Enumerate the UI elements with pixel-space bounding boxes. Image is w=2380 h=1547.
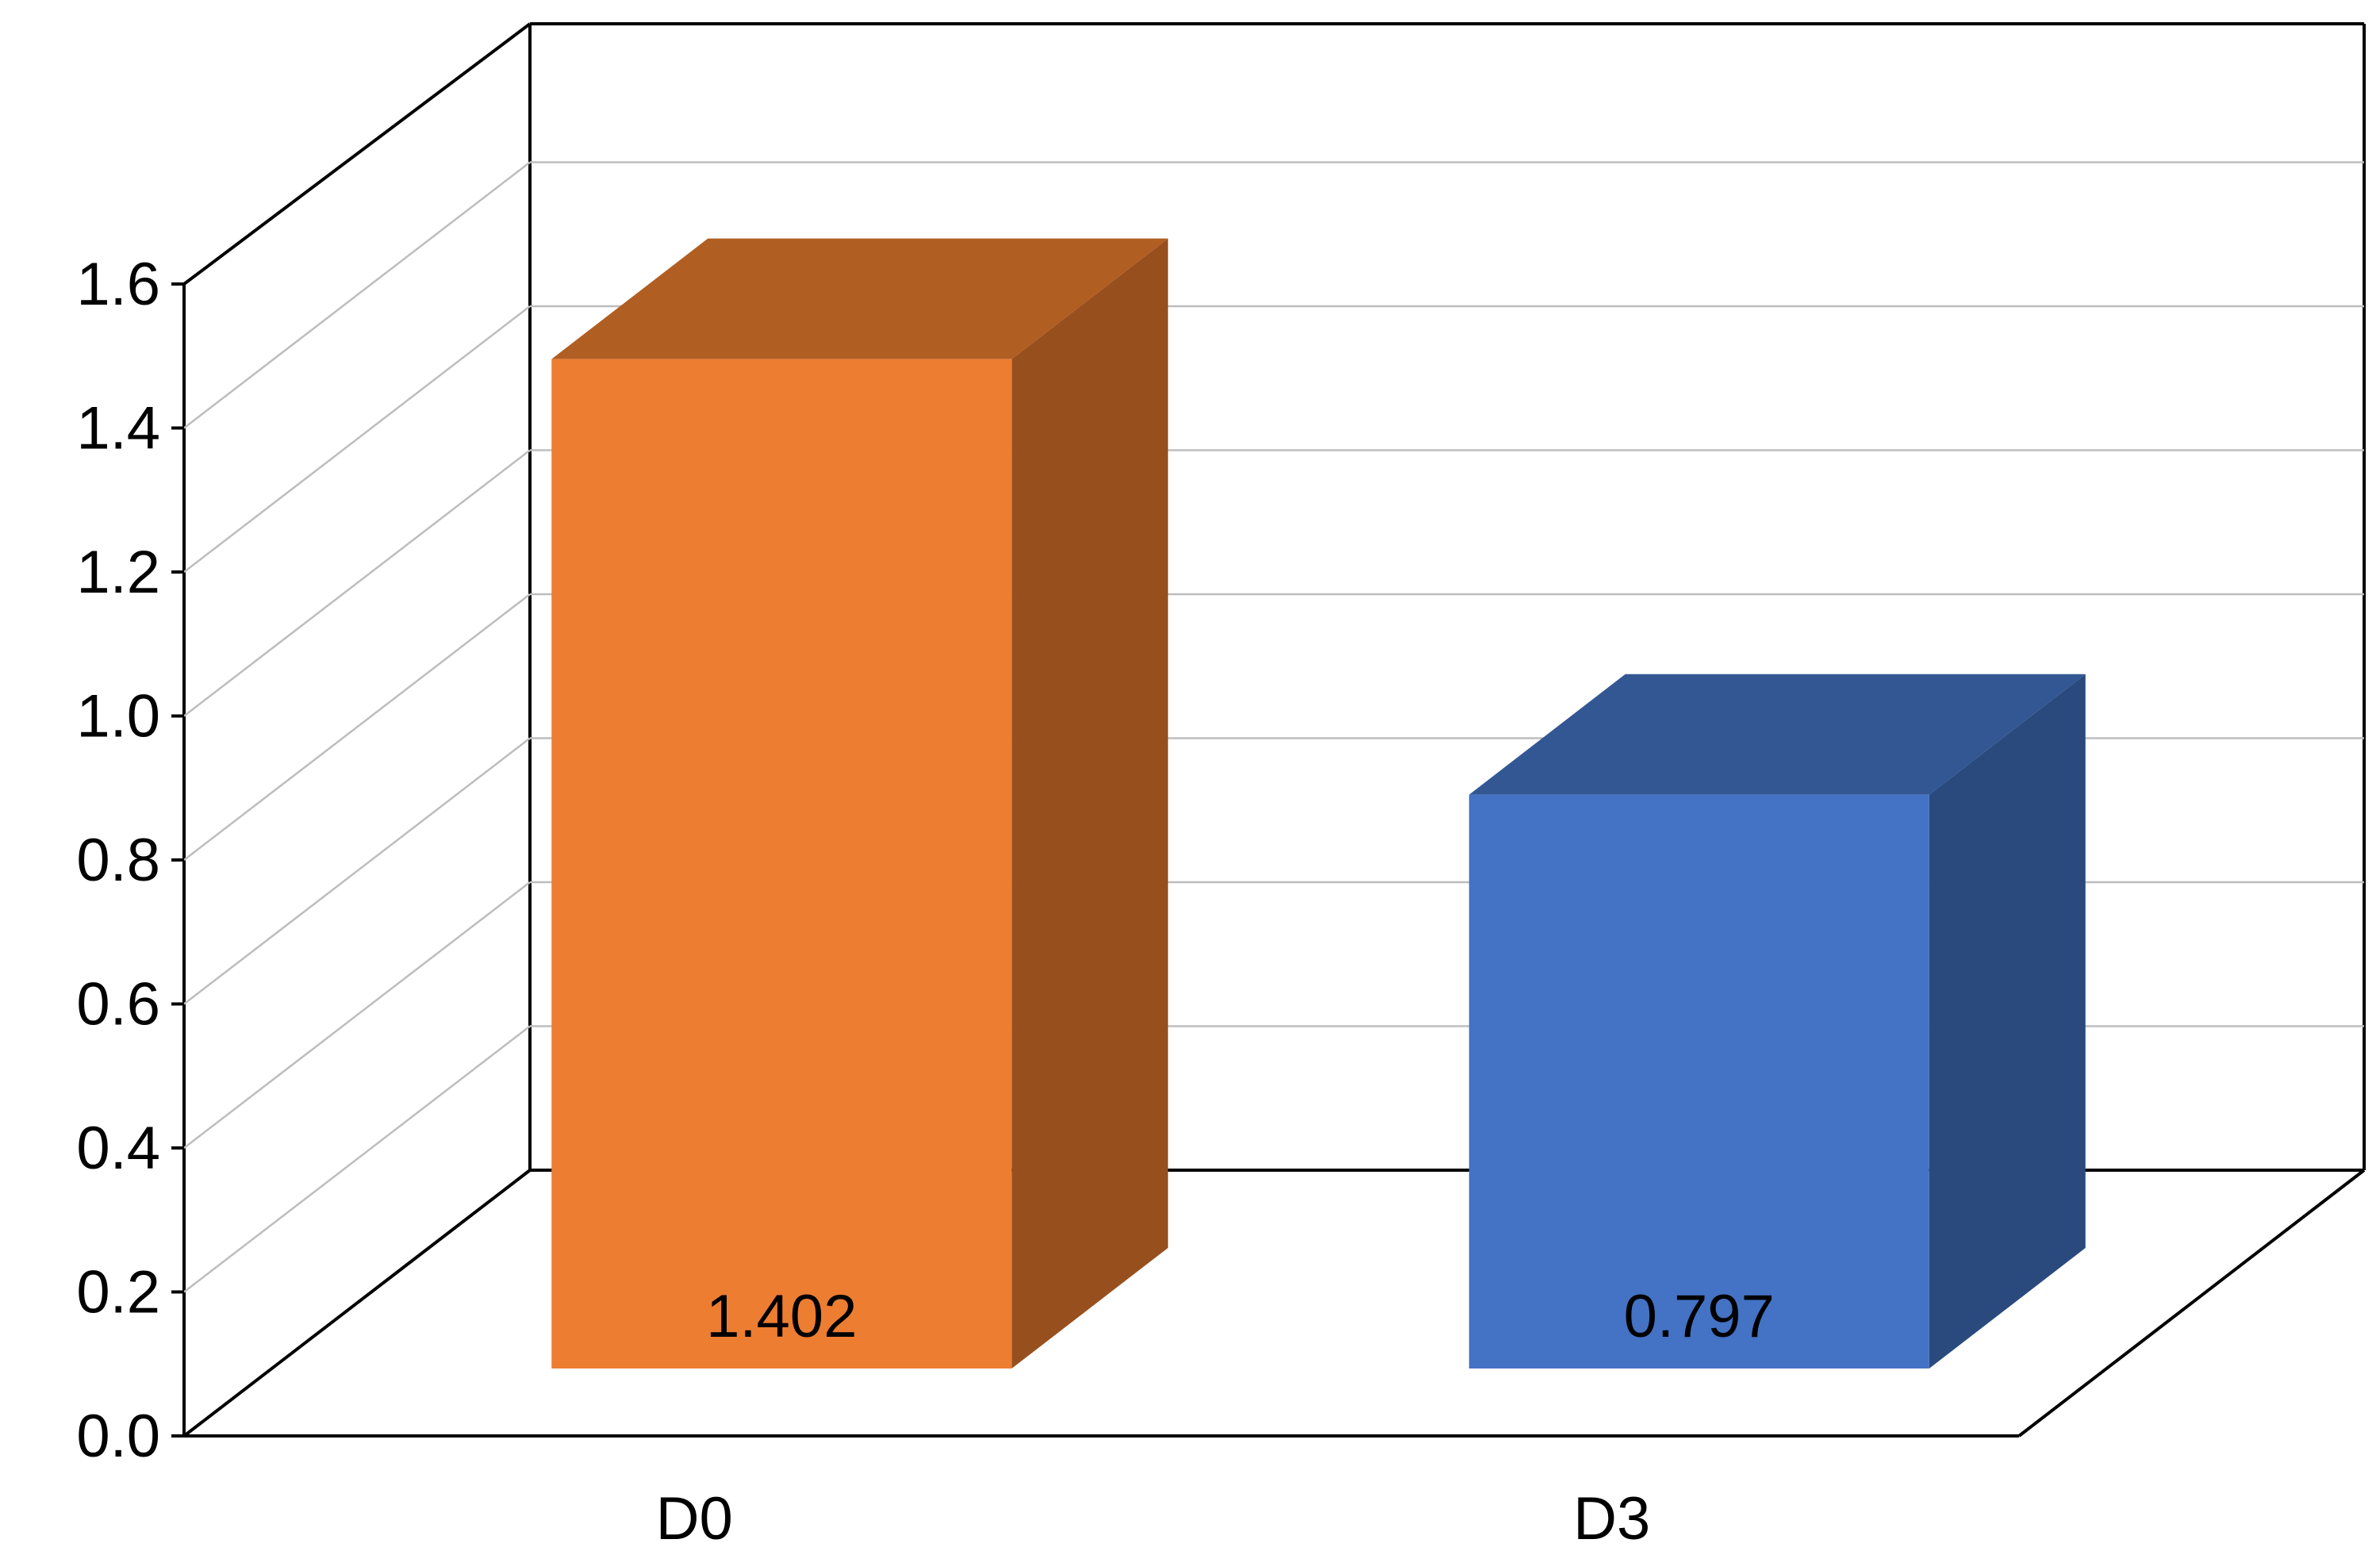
bar-side-D3 xyxy=(1929,674,2086,1368)
y-tick-label: 0.4 xyxy=(76,1115,160,1182)
y-tick-label: 0.2 xyxy=(76,1259,160,1326)
bar-top-D3 xyxy=(1468,674,2086,795)
gridline-wall-1.4 xyxy=(183,161,531,429)
gridline-wall-0.2 xyxy=(183,1025,531,1293)
floor-right-edge xyxy=(2017,1169,2366,1438)
bar-top-D0 xyxy=(551,238,1169,359)
gridline-wall-0.4 xyxy=(183,881,531,1149)
y-tick-label: 1.4 xyxy=(76,395,160,463)
data-label-D0: 1.402 xyxy=(706,1283,857,1350)
x-category-label-D3: D3 xyxy=(1573,1485,1650,1547)
bar-D3 xyxy=(1468,674,2086,1368)
y-tick-label: 0.8 xyxy=(76,827,160,894)
y-tick-label: 0.0 xyxy=(76,1403,160,1470)
data-label-D3: 0.797 xyxy=(1624,1283,1775,1350)
bars xyxy=(551,238,2086,1368)
gridline-wall-1.0 xyxy=(183,449,531,717)
bar-D0 xyxy=(551,238,1169,1368)
labels: 1.402 D0 0.797 D3 xyxy=(656,1283,1775,1547)
bar-front-D3 xyxy=(1468,794,1929,1368)
gridline-wall-1.2 xyxy=(183,305,531,573)
x-category-label-D0: D0 xyxy=(656,1485,733,1547)
y-tick-label: 1.2 xyxy=(76,539,160,606)
y-tick-label: 0.6 xyxy=(76,971,160,1038)
bar-front-D0 xyxy=(551,359,1012,1368)
gridline-wall-0.8 xyxy=(183,593,531,861)
y-axis-ticks: 0.0 0.2 0.4 0.6 0.8 1.0 1.2 1.4 1.6 xyxy=(76,251,184,1470)
y-tick-label: 1.6 xyxy=(76,251,160,318)
gridline-wall-0.6 xyxy=(183,737,531,1005)
y-tick-label: 1.0 xyxy=(76,683,160,750)
left-wall-top xyxy=(182,22,532,286)
bar-side-D0 xyxy=(1012,238,1169,1368)
left-wall-bottom xyxy=(182,1169,532,1438)
